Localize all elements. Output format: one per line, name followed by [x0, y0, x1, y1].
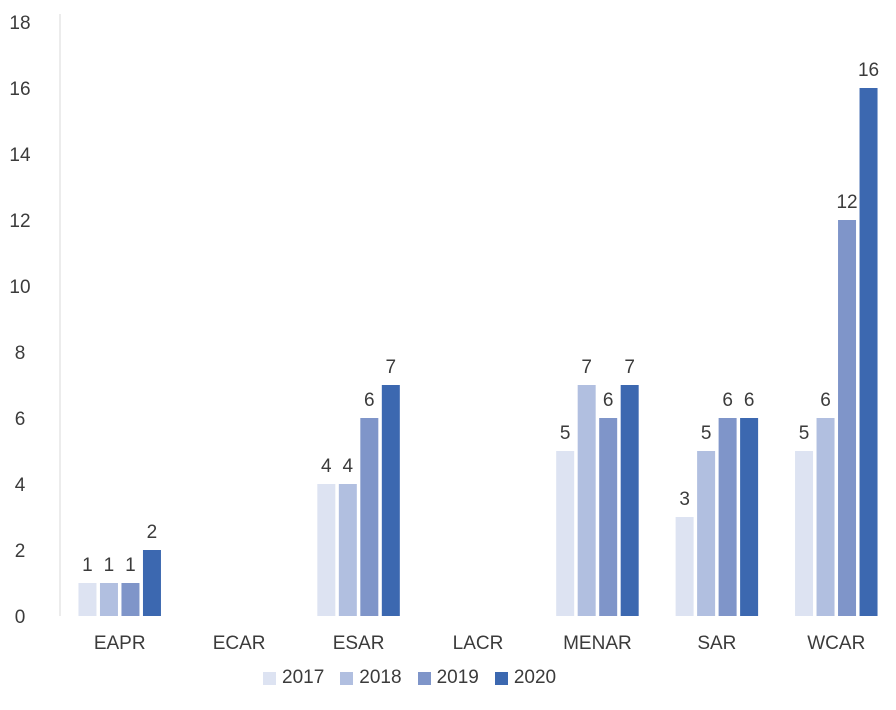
bar — [577, 385, 596, 616]
legend-swatch — [340, 671, 354, 685]
data-label: 6 — [744, 390, 755, 411]
category-label: WCAR — [807, 633, 865, 654]
category-label: EAPR — [94, 633, 146, 654]
bar — [360, 418, 379, 616]
bar — [838, 220, 857, 616]
data-label: 6 — [820, 390, 831, 411]
legend-label: 2020 — [513, 667, 557, 688]
legend-label: 2019 — [436, 667, 479, 688]
y-tick-label: 8 — [15, 343, 26, 364]
bar — [795, 451, 814, 616]
category-label: SAR — [697, 633, 736, 654]
y-tick-label: 18 — [9, 13, 30, 34]
y-axis-ticks: 0 2 4 6 8 10 12 14 16 18 — [9, 13, 31, 628]
bar — [317, 484, 336, 616]
bar — [697, 451, 716, 616]
legend-swatch — [494, 671, 508, 685]
category-label: ESAR — [333, 633, 385, 654]
data-label: 3 — [679, 489, 690, 510]
bar — [816, 418, 835, 616]
legend-label: 2018 — [359, 667, 402, 688]
bar — [78, 583, 97, 616]
bar — [599, 418, 618, 616]
bars — [78, 88, 878, 616]
data-label: 1 — [104, 555, 115, 576]
y-tick-label: 4 — [15, 475, 26, 496]
bar — [338, 484, 357, 616]
y-tick-label: 12 — [9, 211, 30, 232]
legend-item: 2020 — [494, 667, 557, 689]
data-label: 6 — [603, 390, 614, 411]
legend-label: 2017 — [282, 667, 325, 688]
data-label: 12 — [836, 192, 857, 213]
y-tick-label: 0 — [15, 607, 26, 628]
data-label: 16 — [858, 60, 879, 81]
legend-item: 2017 — [263, 667, 324, 689]
bar — [859, 88, 878, 616]
bar — [121, 583, 140, 616]
data-label: 6 — [364, 390, 375, 411]
y-tick-label: 16 — [9, 79, 30, 100]
legend-swatch — [263, 671, 276, 685]
legend-item: 2019 — [417, 667, 479, 689]
category-label: ECAR — [213, 633, 266, 654]
data-label: 5 — [701, 423, 712, 444]
bar — [620, 385, 639, 616]
data-label: 4 — [321, 456, 332, 477]
data-label: 7 — [581, 357, 592, 378]
data-label: 1 — [82, 555, 93, 576]
bar — [718, 418, 737, 616]
legend-swatch — [417, 671, 431, 685]
bar — [99, 583, 118, 616]
data-label: 7 — [386, 357, 397, 378]
data-label: 2 — [147, 522, 158, 543]
y-tick-label: 10 — [9, 277, 30, 298]
category-labels: EAPR ECAR ESAR LACR MENAR SAR WCAR — [94, 633, 865, 654]
y-tick-label: 14 — [9, 145, 31, 166]
y-tick-label: 2 — [15, 541, 26, 562]
data-label: 1 — [125, 555, 136, 576]
data-label: 4 — [343, 456, 354, 477]
legend: 2017 2018 2019 2020 — [0, 667, 896, 710]
category-label: LACR — [453, 633, 504, 654]
data-label: 7 — [624, 357, 635, 378]
data-label: 5 — [560, 423, 571, 444]
data-label: 5 — [799, 423, 810, 444]
bar — [381, 385, 400, 616]
legend-items: 2017 2018 2019 2020 — [263, 667, 572, 689]
legend-item: 2018 — [340, 667, 402, 689]
bar — [142, 550, 161, 616]
data-label: 6 — [722, 390, 733, 411]
bar — [556, 451, 575, 616]
bar — [675, 517, 694, 616]
bar — [740, 418, 759, 616]
y-tick-label: 6 — [15, 409, 26, 430]
category-label: MENAR — [563, 633, 632, 654]
